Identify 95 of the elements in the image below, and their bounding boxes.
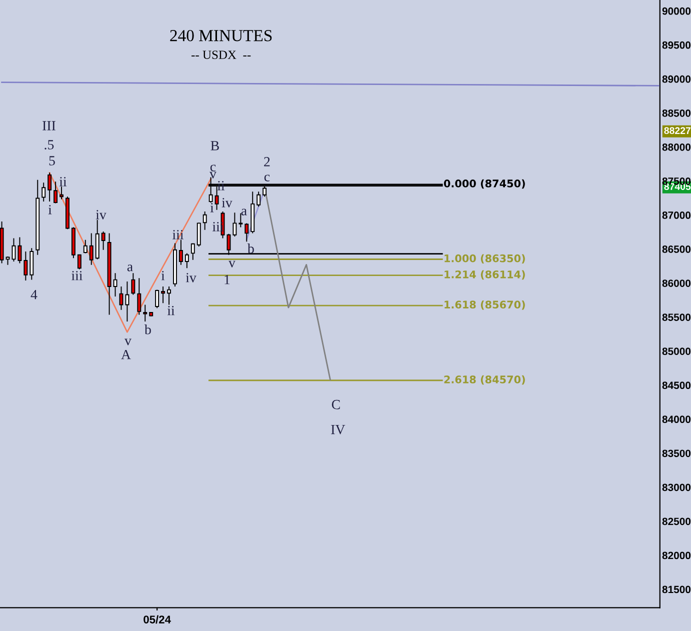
y-tick-label: 89500 — [662, 41, 691, 49]
annotation: b — [247, 244, 254, 254]
ref-line-label: 1.214 (86114) — [444, 270, 525, 280]
candlestick — [125, 281, 130, 322]
annotation: ii — [217, 181, 225, 190]
candlestick — [155, 289, 160, 309]
candlestick — [36, 179, 40, 256]
annotation: c — [210, 164, 216, 172]
annotation: 1 — [224, 275, 230, 284]
annotation: iv — [186, 272, 196, 282]
candlestick — [48, 172, 52, 202]
candlestick — [18, 236, 22, 264]
text: 240 MINUTES — [170, 30, 272, 42]
candlestick — [83, 239, 88, 254]
annotation: i — [210, 203, 214, 212]
candlestick — [190, 242, 195, 260]
candlestick — [0, 221, 4, 264]
annotation: C — [332, 400, 340, 410]
annotation: iii — [71, 270, 83, 280]
y-tick-label: 82000 — [662, 552, 691, 560]
annotation: ii — [59, 177, 67, 186]
y-tick-label: 85000 — [662, 348, 691, 355]
candlestick — [54, 181, 58, 204]
ref-line-label: 1.618 (85670) — [444, 300, 525, 310]
candlestick — [60, 186, 64, 200]
ref-line-label: 2.618 (84570) — [444, 375, 525, 385]
line-series — [264, 186, 331, 380]
y-tick-label: 88500 — [662, 109, 691, 117]
candlestick — [196, 222, 201, 248]
annotation: i — [48, 205, 52, 214]
candlestick — [30, 248, 34, 280]
y-tick-label: 89000 — [662, 75, 691, 83]
annotation: III — [42, 121, 56, 130]
y-tick-label: 85500 — [662, 314, 691, 321]
annotation: iv — [222, 198, 232, 208]
annotation: B — [210, 141, 219, 150]
annotation: b — [144, 324, 151, 334]
annotation: c — [264, 174, 270, 182]
candlestick — [178, 239, 183, 266]
candlestick — [6, 256, 10, 266]
candlestick — [143, 304, 148, 322]
candlestick — [256, 191, 261, 208]
candlestick — [71, 226, 76, 259]
candlestick — [161, 286, 166, 304]
x-tick-label: 05/24 — [144, 615, 171, 624]
y-tick-label: 81500 — [662, 586, 691, 594]
y-tick-label: 82500 — [662, 518, 691, 526]
y-tick-label: 88000 — [662, 143, 691, 151]
candlestick — [119, 286, 124, 310]
ref-line-label: 1.000 (86350) — [444, 254, 525, 264]
annotation: 5 — [49, 156, 55, 166]
y-tick-label: 86500 — [662, 246, 691, 253]
candlestick — [24, 251, 28, 281]
y-tick-label: 90000 — [662, 7, 691, 15]
y-tick-label: 87000 — [662, 212, 691, 219]
ref-line-label: 0.000 (87450) — [444, 179, 525, 189]
text: 88227 — [664, 127, 690, 134]
y-tick-label: 83000 — [662, 484, 691, 492]
candlestick — [167, 286, 171, 306]
candlestick — [173, 242, 177, 287]
candlestick — [12, 238, 16, 262]
annotation: a — [127, 264, 133, 272]
candlestick — [131, 272, 136, 296]
candlestick — [244, 222, 249, 242]
candlestick — [42, 182, 46, 202]
candlestick — [202, 211, 207, 230]
annotation: 2 — [264, 157, 270, 166]
annotation: v — [228, 260, 236, 268]
y-tick-label: 84000 — [662, 416, 691, 424]
annotation: A — [121, 350, 131, 360]
candlestick — [89, 232, 94, 266]
annotation: IV — [331, 425, 346, 434]
y-tick-label: 84500 — [662, 382, 691, 390]
candlestick — [107, 232, 112, 316]
candlestick — [250, 191, 255, 234]
annotation: iv — [96, 210, 106, 220]
annotation: v — [124, 338, 132, 346]
annotation: a — [241, 208, 247, 216]
candlestick — [184, 252, 189, 269]
candlestick — [238, 212, 243, 228]
y-tick-label: 86000 — [662, 280, 691, 287]
annotation: ii — [167, 306, 175, 316]
annotation: v — [209, 172, 216, 178]
candlestick — [232, 212, 237, 238]
annotation: 4 — [30, 290, 38, 300]
annotation: .5 — [44, 140, 54, 150]
candlestick — [137, 278, 142, 316]
candlestick — [77, 254, 82, 270]
candlestick — [101, 231, 106, 250]
candlestick — [113, 272, 118, 297]
candlestick — [66, 196, 70, 230]
y-tick-label: 83500 — [662, 450, 691, 458]
candlestick — [95, 219, 100, 260]
annotation: i — [161, 270, 165, 280]
text: -- USDX -- — [192, 50, 251, 60]
